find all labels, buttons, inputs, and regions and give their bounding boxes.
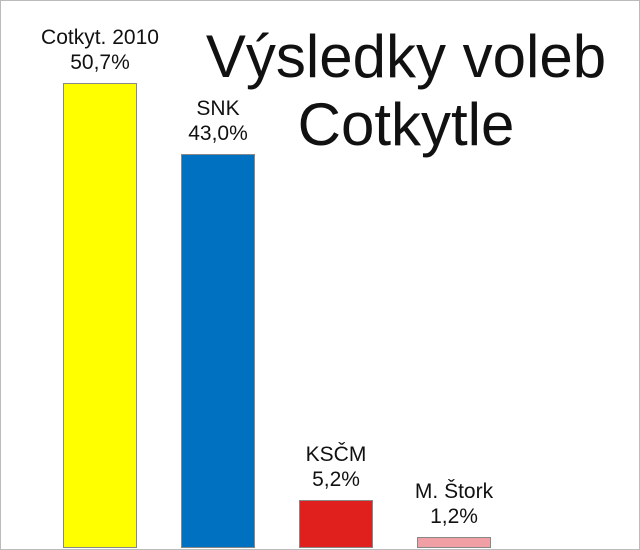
category-label: KSČM: [305, 443, 367, 467]
value-label: 1,2%: [430, 504, 478, 528]
bar: [181, 153, 255, 548]
chart-title: Výsledky voleb Cotkytle: [205, 23, 607, 158]
bar: [299, 500, 373, 548]
category-label: Cotkyt. 2010: [41, 26, 159, 49]
value-label: 50,7%: [70, 51, 130, 74]
bar: [417, 536, 491, 548]
category-label: SNK: [196, 96, 240, 120]
bar: [63, 83, 137, 548]
value-label: 43,0%: [188, 121, 248, 145]
category-label: M. Štork: [414, 479, 494, 503]
value-label: 5,2%: [312, 468, 360, 492]
